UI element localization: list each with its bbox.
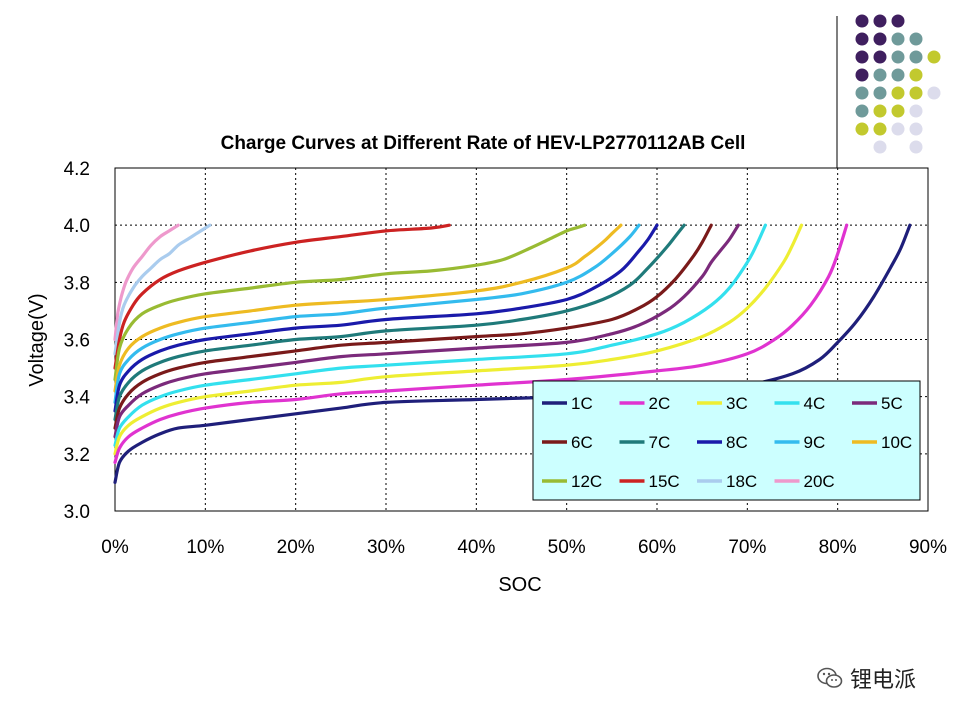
decorative-dot — [873, 104, 887, 118]
series-line-18c — [113, 223, 212, 356]
x-tick-label: 70% — [728, 537, 766, 558]
y-tick-label: 4.0 — [64, 216, 90, 237]
legend-label: 8C — [726, 433, 748, 452]
decorative-dot — [855, 104, 869, 118]
watermark: 锂电派 — [816, 660, 946, 696]
series-line-9c — [113, 223, 641, 404]
legend-label: 3C — [726, 394, 748, 413]
y-tick-label: 3.6 — [64, 331, 90, 352]
decorative-dot — [909, 122, 923, 136]
x-tick-label: 80% — [819, 537, 857, 558]
watermark-text: 锂电派 — [850, 668, 917, 693]
decorative-dot — [855, 68, 869, 82]
series-line-20c — [113, 223, 180, 342]
legend-label: 18C — [726, 472, 757, 491]
decorative-dot — [909, 86, 923, 100]
series-line-10c — [113, 223, 623, 393]
legend-label: 15C — [649, 472, 680, 491]
decorative-dot — [855, 86, 869, 100]
series-line-3c — [113, 223, 804, 456]
decorative-dot — [873, 50, 887, 64]
series-lines — [113, 223, 912, 484]
y-tick-label: 3.8 — [64, 273, 90, 294]
legend-label: 12C — [571, 472, 602, 491]
legend-label: 7C — [649, 433, 671, 452]
y-tick-label: 4.2 — [64, 159, 90, 180]
series-line-7c — [113, 223, 686, 422]
x-axis-label: SOC — [498, 574, 541, 596]
decorative-dot — [873, 14, 887, 28]
legend-label: 6C — [571, 433, 593, 452]
legend: 1C 2C 3C 4C 5C 6C 7C 8C 9C 10C 12C 15C 18C 20C — [532, 380, 921, 501]
chart-title: Charge Curves at Different Rate of HEV-L… — [221, 133, 746, 154]
series-line-6c — [113, 223, 713, 430]
x-tick-label: 20% — [277, 537, 315, 558]
legend-label: 2C — [649, 394, 671, 413]
x-tick-label: 60% — [638, 537, 676, 558]
decorative-dot — [909, 32, 923, 46]
decorative-dot — [891, 104, 905, 118]
decorative-divider — [836, 16, 838, 168]
legend-label: 1C — [571, 394, 593, 413]
decorative-dot — [873, 122, 887, 136]
decorative-dot — [855, 14, 869, 28]
x-tick-label: 0% — [101, 537, 129, 558]
decorative-dot — [891, 32, 905, 46]
series-line-2c — [113, 223, 849, 464]
legend-label: 5C — [881, 394, 903, 413]
x-tick-label: 40% — [457, 537, 495, 558]
y-tick-label: 3.0 — [64, 502, 90, 523]
decorative-dot — [855, 32, 869, 46]
decorative-dot — [873, 32, 887, 46]
decorative-dot — [909, 68, 923, 82]
series-line-8c — [113, 223, 659, 413]
decorative-dot — [873, 86, 887, 100]
decorative-dot — [909, 50, 923, 64]
legend-label: 9C — [804, 433, 826, 452]
x-tick-label: 30% — [367, 537, 405, 558]
x-tick-label: 10% — [186, 537, 224, 558]
x-tick-label: 90% — [909, 537, 947, 558]
decorative-dot — [891, 68, 905, 82]
decorative-dot — [891, 14, 905, 28]
decorative-dot — [855, 50, 869, 64]
series-line-12c — [113, 223, 587, 382]
series-line-15c — [113, 223, 451, 370]
decorative-dot — [909, 140, 923, 154]
decorative-dot — [873, 140, 887, 154]
series-line-1c — [113, 223, 912, 484]
decorative-dot — [891, 122, 905, 136]
decorative-dot — [909, 104, 923, 118]
x-tick-label: 50% — [548, 537, 586, 558]
decorative-dot — [927, 50, 941, 64]
decorative-dot — [927, 86, 941, 100]
decorative-dot — [873, 68, 887, 82]
y-tick-label: 3.4 — [64, 388, 91, 409]
y-axis-label: Voltage(V) — [26, 293, 48, 386]
decorative-dot — [891, 86, 905, 100]
series-line-5c — [113, 223, 740, 439]
y-tick-label: 3.2 — [64, 445, 90, 466]
decorative-dot — [855, 122, 869, 136]
series-line-4c — [113, 223, 767, 447]
decorative-dot — [891, 50, 905, 64]
legend-label: 20C — [804, 472, 835, 491]
legend-label: 4C — [804, 394, 826, 413]
wechat-icon — [817, 667, 843, 688]
legend-label: 10C — [881, 433, 912, 452]
